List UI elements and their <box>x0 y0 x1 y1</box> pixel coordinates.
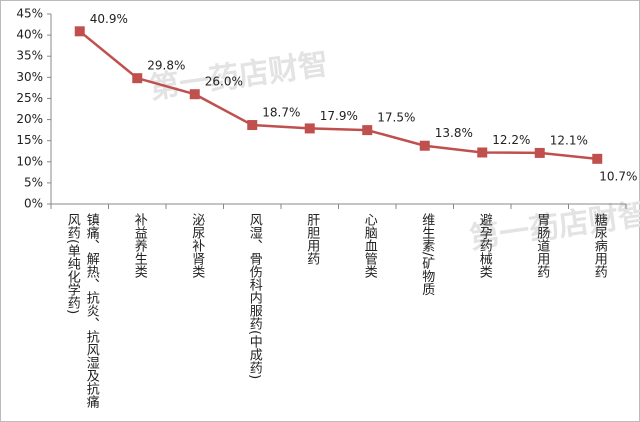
x-tick-label: 风湿、骨伤科内服药(中成药) <box>246 213 262 380</box>
x-tick-label: 胃肠道用药 <box>534 213 550 278</box>
marker <box>189 89 200 100</box>
data-label: 17.9% <box>320 109 358 123</box>
marker <box>592 153 603 164</box>
y-tick-label: 15% <box>16 133 43 147</box>
data-label: 12.1% <box>550 133 588 147</box>
y-tick-label: 45% <box>16 7 43 21</box>
data-label: 12.2% <box>492 133 530 147</box>
y-tick-label: 10% <box>16 154 43 168</box>
y-tick-label: 35% <box>16 49 43 63</box>
x-tick-label: 肝胆用药 <box>304 213 320 265</box>
marker <box>132 73 143 84</box>
marker <box>477 147 488 158</box>
marker <box>362 125 373 136</box>
y-tick-label: 5% <box>24 175 43 189</box>
marker <box>534 147 545 158</box>
data-label: 17.5% <box>377 111 415 125</box>
data-label: 10.7% <box>599 169 637 183</box>
x-tick-label: 镇痛、解热、抗炎、抗风湿及抗痛风药(单纯化学药) <box>64 213 99 408</box>
data-label: 29.8% <box>147 59 185 73</box>
marker <box>247 120 258 131</box>
y-tick-label: 40% <box>16 28 43 42</box>
x-tick-label: 维生素/矿物质 <box>419 213 435 296</box>
data-label: 26.0% <box>205 75 243 89</box>
y-tick-label: 0% <box>24 197 43 211</box>
y-tick-label: 25% <box>16 91 43 105</box>
y-tick-label: 20% <box>16 112 43 126</box>
marker <box>304 123 315 134</box>
x-tick-label: 补益养生类 <box>131 213 147 278</box>
x-tick-label: 泌尿补肾类 <box>189 213 205 278</box>
data-label: 40.9% <box>90 12 128 26</box>
x-tick-label: 心脑血管类 <box>361 213 377 278</box>
x-tick-label: 糖尿病用药 <box>591 213 607 278</box>
data-label: 13.8% <box>435 126 473 140</box>
data-label: 18.7% <box>262 106 300 120</box>
marker <box>419 140 430 151</box>
x-tick-label: 避孕药械类 <box>476 213 492 278</box>
marker <box>74 26 85 37</box>
y-tick-label: 30% <box>16 70 43 84</box>
line <box>78 30 598 161</box>
